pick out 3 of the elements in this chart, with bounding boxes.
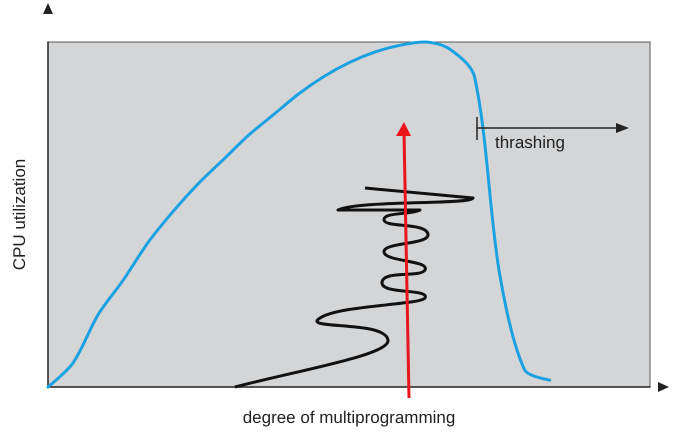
x-axis-title: degree of multiprogramming	[242, 408, 456, 427]
annotation: thrashing	[495, 133, 565, 152]
y-axis-title: CPU utilization	[10, 158, 29, 270]
